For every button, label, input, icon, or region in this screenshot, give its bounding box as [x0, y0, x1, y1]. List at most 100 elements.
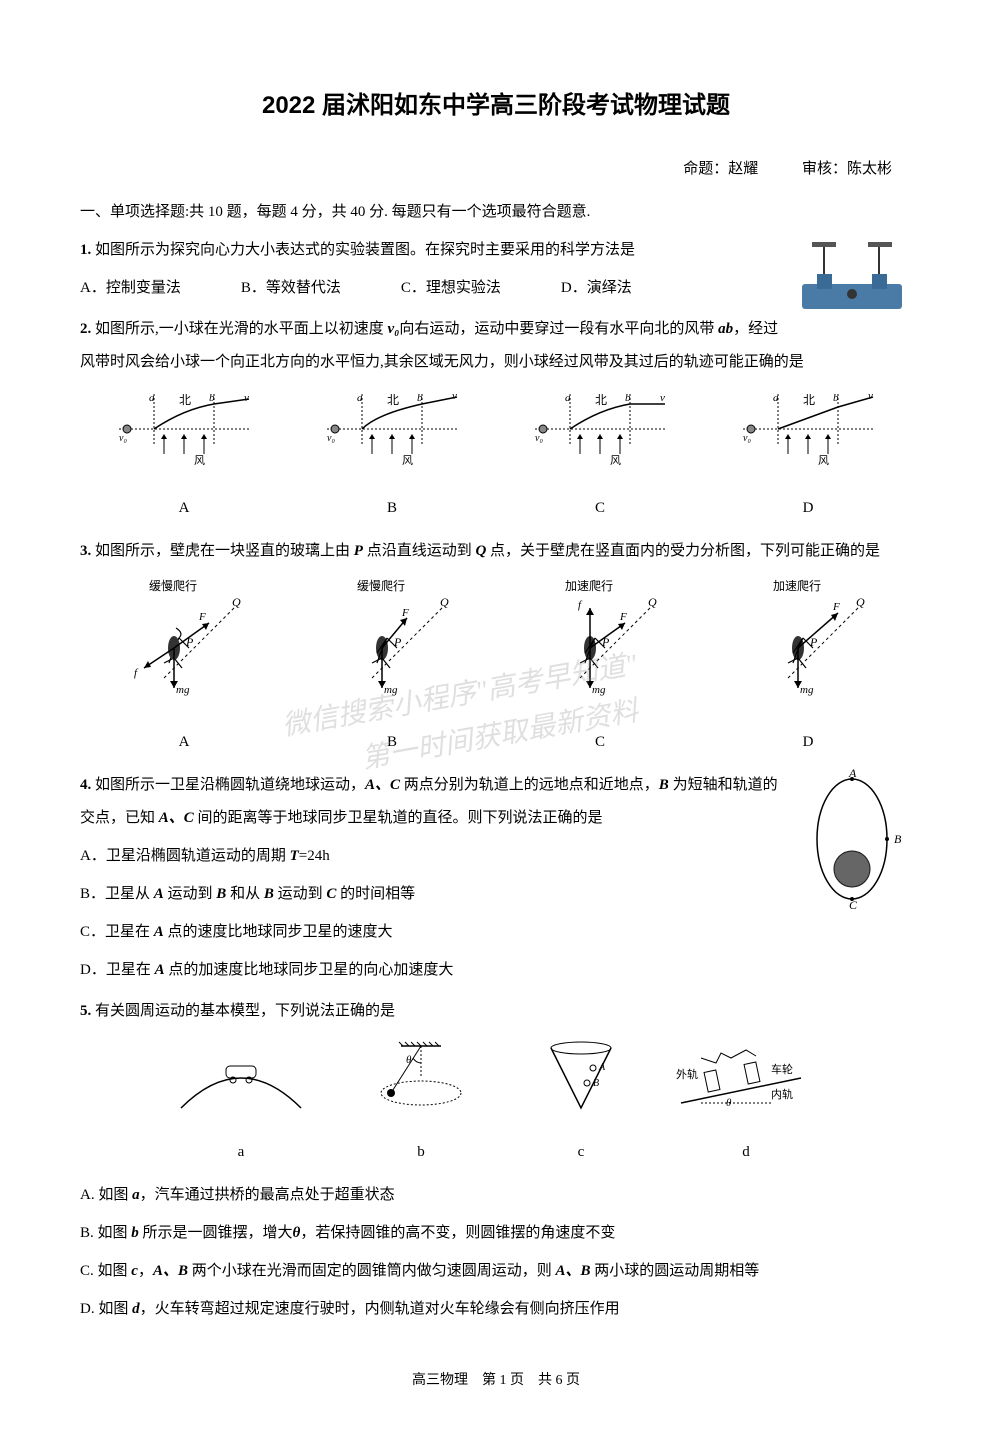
question-5: 5. 有关圆周运动的基本模型，下列说法正确的是 a θ b — [80, 995, 912, 1326]
svg-text:加速爬行: 加速爬行 — [565, 579, 613, 593]
q2-labelB: B — [317, 492, 467, 525]
q2-num: 2. — [80, 321, 91, 337]
q5-num: 5. — [80, 1003, 91, 1019]
svg-text:a: a — [773, 392, 779, 404]
q2-text-p2: 向右运动，运动中要穿过一段有水平向北的风带 — [399, 321, 718, 337]
q4-B: B — [659, 777, 669, 793]
svg-text:B: B — [894, 832, 902, 846]
svg-text:mg: mg — [176, 684, 190, 696]
q1-num: 1. — [80, 242, 91, 258]
svg-text:P: P — [393, 635, 402, 649]
svg-text:外轨: 外轨 — [676, 1067, 698, 1081]
svg-text:f: f — [134, 667, 139, 679]
svg-text:车轮: 车轮 — [771, 1062, 793, 1076]
q3-diagD: 加速爬行 Q P F mg D — [738, 578, 878, 759]
svg-text:北: 北 — [179, 393, 191, 407]
q4-AC: A、C — [365, 777, 400, 793]
svg-text:缓慢爬行: 缓慢爬行 — [357, 579, 405, 593]
question-4: A B C 4. 如图所示一卫星沿椭圆轨道绕地球运动，A、C 两点分别为轨道上的… — [80, 769, 912, 987]
svg-text:v: v — [244, 392, 249, 404]
q3-diagC: 加速爬行 Q P f F mg C — [530, 578, 670, 759]
q1-optA: A．控制变量法 — [80, 272, 181, 305]
svg-text:mg: mg — [592, 684, 606, 696]
author1: 命题：赵耀 — [683, 161, 758, 177]
svg-text:F: F — [832, 601, 840, 613]
svg-text:mg: mg — [800, 684, 814, 696]
svg-text:b: b — [417, 392, 423, 404]
q3-text-p3: 点，关于壁虎在竖直面内的受力分析图，下列可能正确的是 — [486, 543, 880, 559]
q5-label-d: d — [671, 1136, 821, 1169]
q5-diag-b: θ b — [351, 1038, 491, 1169]
section1-header: 一、单项选择题:共 10 题，每题 4 分，共 40 分. 每题只有一个选项最符… — [80, 196, 912, 229]
q1-device-image — [792, 234, 912, 324]
q4-text-p1: 如图所示一卫星沿椭圆轨道绕地球运动， — [95, 777, 365, 793]
q3-Q: Q — [475, 543, 486, 559]
q5-text: 有关圆周运动的基本模型，下列说法正确的是 — [95, 1003, 395, 1019]
q4-options: A．卫星沿椭圆轨道运动的周期 T=24h B．卫星从 A 运动到 B 和从 B … — [80, 840, 912, 987]
svg-text:a: a — [357, 392, 363, 404]
q2-labelD: D — [733, 492, 883, 525]
q5-label-b: b — [351, 1136, 491, 1169]
q5-optA: A. 如图 a，汽车通过拱桥的最高点处于超重状态 — [80, 1179, 912, 1212]
q5-diag-a: a — [171, 1038, 311, 1169]
q3-labelA: A — [114, 726, 254, 759]
q4-AC2: A、C — [159, 810, 194, 826]
q1-options: A．控制变量法 B．等效替代法 C．理想实验法 D．演绎法 — [80, 272, 782, 305]
svg-text:北: 北 — [595, 393, 607, 407]
q5-options: A. 如图 a，汽车通过拱桥的最高点处于超重状态 B. 如图 b 所示是一圆锥摆… — [80, 1179, 912, 1326]
q2-diagA: a 北 b v₀ v 风 A — [109, 389, 259, 525]
q4-text-p2: 两点分别为轨道上的远地点和近地点， — [400, 777, 659, 793]
svg-text:加速爬行: 加速爬行 — [773, 579, 821, 593]
q5-optC: C. 如图 c，A、B 两个小球在光滑而固定的圆锥筒内做匀速圆周运动，则 A、B… — [80, 1255, 912, 1288]
svg-text:风: 风 — [610, 454, 621, 467]
svg-text:b: b — [209, 392, 215, 404]
q5-diag-c: A B c — [531, 1038, 631, 1169]
q3-labelB: B — [322, 726, 462, 759]
q2-v0: v₀ — [388, 321, 400, 337]
question-2: 2. 如图所示,一小球在光滑的水平面上以初速度 v₀向右运动，运动中要穿过一段有… — [80, 313, 912, 525]
svg-text:Q: Q — [232, 595, 241, 609]
q2-text-p1: 如图所示,一小球在光滑的水平面上以初速度 — [95, 321, 388, 337]
svg-text:风: 风 — [194, 454, 205, 467]
question-1: 1. 如图所示为探究向心力大小表达式的实验装置图。在探究时主要采用的科学方法是 … — [80, 234, 912, 305]
q2-labelC: C — [525, 492, 675, 525]
q2-diagrams: a 北 b v₀ v 风 A a 北 b — [80, 389, 912, 525]
q3-diagrams: 缓慢爬行 Q P F f mg A 缓慢爬行 Q P — [80, 578, 912, 759]
svg-text:b: b — [833, 392, 839, 404]
q2-labelA: A — [109, 492, 259, 525]
exam-title: 2022 届沭阳如东中学高三阶段考试物理试题 — [80, 80, 912, 133]
q4-text-p4: 间的距离等于地球同步卫星轨道的直径。则下列说法正确的是 — [194, 810, 603, 826]
q4-num: 4. — [80, 777, 91, 793]
svg-text:b: b — [625, 392, 631, 404]
q2-diagB: a 北 b v₀ v 风 B — [317, 389, 467, 525]
authors-line: 命题：赵耀 审核：陈太彬 — [80, 153, 912, 186]
q5-diagrams: a θ b A B c — [80, 1038, 912, 1169]
svg-text:f: f — [578, 599, 583, 611]
svg-text:缓慢爬行: 缓慢爬行 — [149, 579, 197, 593]
q3-labelC: C — [530, 726, 670, 759]
q1-text: 如图所示为探究向心力大小表达式的实验装置图。在探究时主要采用的科学方法是 — [95, 242, 635, 258]
q2-diagC: a 北 b v₀ v 风 C — [525, 389, 675, 525]
q1-optC: C．理想实验法 — [401, 272, 501, 305]
q5-diag-d: 外轨 车轮 内轨 θ d — [671, 1038, 821, 1169]
svg-text:F: F — [619, 611, 627, 623]
svg-text:A: A — [598, 1062, 606, 1073]
q5-optB: B. 如图 b 所示是一圆锥摆，增大θ，若保持圆锥的高不变，则圆锥摆的角速度不变 — [80, 1217, 912, 1250]
q5-label-a: a — [171, 1136, 311, 1169]
q3-num: 3. — [80, 543, 91, 559]
svg-text:mg: mg — [384, 684, 398, 696]
svg-text:Q: Q — [440, 595, 449, 609]
q4-optC: C．卫星在 A 点的速度比地球同步卫星的速度大 — [80, 916, 912, 949]
svg-text:内轨: 内轨 — [771, 1087, 793, 1101]
author2: 审核：陈太彬 — [802, 161, 892, 177]
q4-optB: B．卫星从 A 运动到 B 和从 B 运动到 C 的时间相等 — [80, 878, 912, 911]
question-3: 3. 如图所示，壁虎在一块竖直的玻璃上由 P 点沿直线运动到 Q 点，关于壁虎在… — [80, 535, 912, 759]
q3-labelD: D — [738, 726, 878, 759]
svg-text:B: B — [593, 1078, 599, 1089]
svg-text:a: a — [149, 392, 155, 404]
svg-text:Q: Q — [648, 595, 657, 609]
q3-text-p1: 如图所示，壁虎在一块竖直的玻璃上由 — [95, 543, 354, 559]
q2-diagD: a 北 b v₀ v 风 D — [733, 389, 883, 525]
svg-text:a: a — [565, 392, 571, 404]
q5-label-c: c — [531, 1136, 631, 1169]
